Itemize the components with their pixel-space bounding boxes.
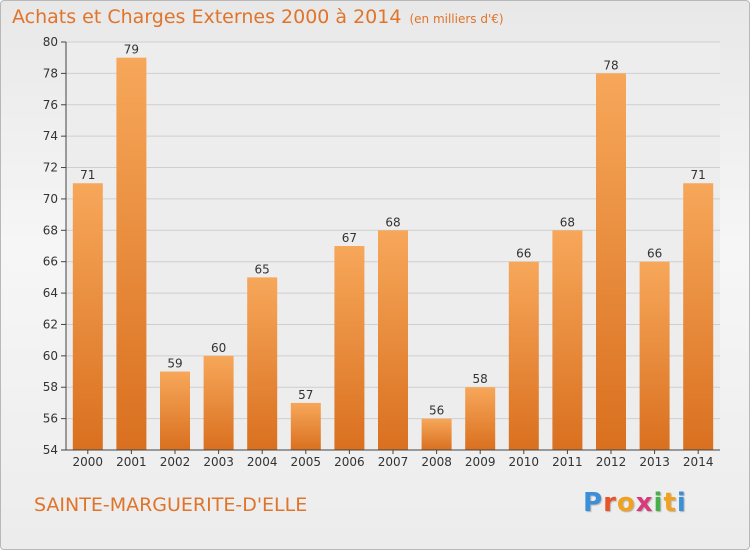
y-tick-label: 62	[43, 317, 58, 331]
x-tick-label: 2010	[509, 455, 540, 469]
y-tick-label: 58	[43, 380, 58, 394]
data-label-2002: 59	[167, 357, 182, 371]
bar-2013	[639, 261, 670, 450]
x-tick-label: 2006	[334, 455, 365, 469]
data-label-2001: 79	[124, 43, 139, 57]
y-tick-label: 74	[43, 129, 58, 143]
data-label-2010: 66	[516, 247, 531, 261]
x-tick-label: 2003	[203, 455, 234, 469]
y-tick-label: 60	[43, 349, 58, 363]
x-tick-label: 2007	[378, 455, 409, 469]
x-tick-label: 2013	[639, 455, 670, 469]
bar-2007	[378, 230, 408, 450]
logo-letter: i	[676, 488, 687, 518]
y-tick-label: 70	[43, 192, 58, 206]
x-tick-label: 2014	[683, 455, 714, 469]
bar-2002	[160, 371, 190, 450]
y-tick-label: 72	[43, 161, 58, 175]
bar-2011	[552, 230, 583, 450]
data-label-2006: 67	[342, 231, 357, 245]
data-label-2014: 71	[691, 168, 706, 182]
logo-letter: t	[663, 488, 677, 518]
bar-2008	[421, 418, 452, 450]
logo-letter: i	[653, 488, 664, 518]
bar-2001	[116, 57, 147, 450]
x-tick-label: 2005	[291, 455, 322, 469]
chart-title-text: Achats et Charges Externes 2000 à 2014	[12, 6, 402, 28]
y-tick-label: 68	[43, 223, 58, 237]
x-tick-label: 2004	[247, 455, 278, 469]
data-label-2012: 78	[603, 58, 618, 72]
y-tick-label: 66	[43, 255, 58, 269]
bar-2005	[290, 402, 321, 450]
logo-letter: r	[603, 488, 617, 518]
data-label-2004: 65	[255, 262, 270, 276]
x-tick-label: 2008	[421, 455, 452, 469]
bar-2006	[334, 246, 365, 450]
data-label-2000: 71	[80, 168, 95, 182]
x-tick-label: 2000	[73, 455, 104, 469]
y-tick-label: 78	[43, 66, 58, 80]
chart-title: Achats et Charges Externes 2000 à 2014 (e…	[12, 6, 504, 28]
bar-2012	[596, 73, 626, 450]
x-tick-label: 2011	[552, 455, 583, 469]
bar-2003	[203, 355, 234, 450]
y-tick-label: 76	[43, 98, 58, 112]
data-label-2005: 57	[298, 388, 313, 402]
chart-unit: (en milliers d'€)	[409, 12, 504, 26]
y-tick-label: 64	[43, 286, 58, 300]
logo-letter: P	[583, 488, 604, 518]
x-tick-label: 2001	[116, 455, 147, 469]
data-label-2007: 68	[385, 215, 400, 229]
y-tick-label: 54	[43, 443, 58, 457]
data-label-2008: 56	[429, 404, 444, 418]
logo-letter: o	[616, 488, 636, 518]
commune-name: SAINTE-MARGUERITE-D'ELLE	[34, 494, 308, 516]
data-label-2011: 68	[560, 215, 575, 229]
x-tick-label: 2009	[465, 455, 496, 469]
y-tick-label: 80	[43, 35, 58, 49]
logo-letter: x	[635, 488, 654, 518]
x-tick-label: 2002	[160, 455, 191, 469]
data-label-2009: 58	[473, 372, 488, 386]
bar-2014	[683, 183, 714, 450]
y-tick-label: 56	[43, 412, 58, 426]
bar-2009	[465, 387, 496, 450]
data-label-2013: 66	[647, 247, 662, 261]
x-tick-label: 2012	[596, 455, 627, 469]
bar-2000	[72, 183, 103, 450]
proxiti-logo: Proxiti	[583, 488, 687, 518]
data-label-2003: 60	[211, 341, 226, 355]
bar-2010	[508, 261, 539, 450]
bar-2004	[247, 277, 278, 450]
